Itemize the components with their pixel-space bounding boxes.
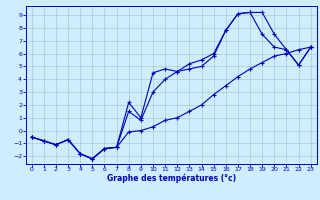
X-axis label: Graphe des températures (°c): Graphe des températures (°c) [107,174,236,183]
